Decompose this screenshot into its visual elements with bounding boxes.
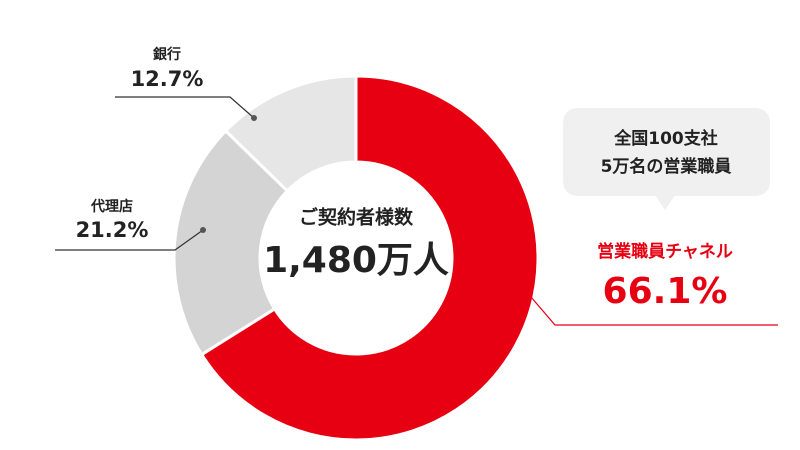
leader-line — [55, 229, 204, 251]
callout-line: 全国100支社 — [613, 128, 718, 149]
category-label: 代理店 — [90, 198, 133, 215]
leader-line — [524, 289, 778, 326]
callout-tail — [655, 195, 675, 210]
donut-slice — [199, 74, 540, 442]
leader-dot — [251, 115, 257, 121]
labels: 営業職員チャネル 66.1% 代理店 21.2% 銀行 12.7% — [55, 46, 778, 326]
center-value: 1,480万人 — [263, 240, 449, 281]
value-label: 66.1% — [603, 271, 728, 312]
center-title: ご契約者様数 — [299, 206, 414, 229]
leader-line — [115, 96, 255, 119]
value-label: 21.2% — [76, 218, 149, 242]
category-label: 銀行 — [153, 46, 181, 63]
leader-dot — [200, 227, 206, 233]
category-label: 営業職員チャネル — [597, 241, 733, 262]
value-label: 12.7% — [131, 67, 204, 91]
callout: 全国100支社 5万名の営業職員 — [563, 108, 770, 210]
callout-box — [563, 108, 770, 196]
donut-slice — [172, 128, 290, 357]
callout-line: 5万名の営業職員 — [601, 156, 732, 177]
